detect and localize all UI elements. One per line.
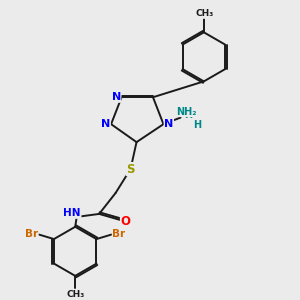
- Text: Br: Br: [112, 229, 125, 239]
- Text: N: N: [112, 92, 121, 102]
- Text: N: N: [164, 119, 173, 129]
- Text: Br: Br: [25, 229, 38, 239]
- Text: HN: HN: [64, 208, 81, 218]
- Text: H: H: [184, 110, 192, 120]
- Text: S: S: [126, 163, 135, 176]
- Text: NH₂: NH₂: [176, 106, 197, 117]
- Text: N: N: [101, 119, 110, 129]
- Text: CH₃: CH₃: [195, 9, 214, 18]
- Text: H: H: [193, 120, 201, 130]
- Text: CH₃: CH₃: [66, 290, 84, 299]
- Text: O: O: [121, 215, 130, 228]
